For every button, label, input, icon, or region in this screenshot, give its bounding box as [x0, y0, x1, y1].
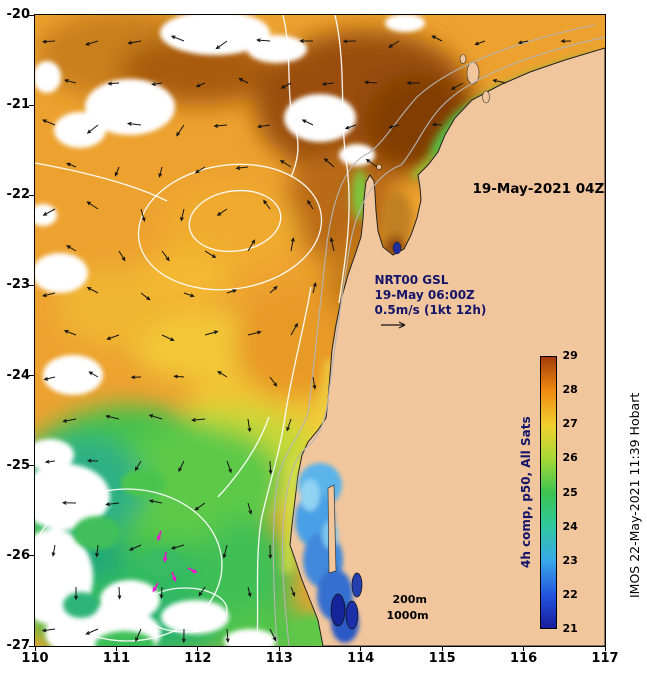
vector-scale-text: 0.5m/s (1kt 12h) — [374, 302, 487, 317]
isobath-contours — [272, 23, 605, 646]
colorbar-tick: 28 — [562, 383, 578, 397]
y-axis-tickmark — [29, 284, 34, 286]
timestamp-label: 19-May-2021 04Z — [472, 180, 605, 197]
model-time: 19-May 06:00Z — [374, 287, 475, 302]
x-axis-tick: 112 — [184, 651, 212, 666]
y-axis-tick: -22 — [6, 187, 31, 203]
colorbar-tick: 26 — [562, 451, 578, 465]
colorbar-tick: 27 — [562, 417, 578, 431]
x-axis-tick: 116 — [509, 651, 538, 666]
colorbar-tick: 29 — [562, 349, 578, 362]
colorbar-tick: 24 — [562, 519, 578, 533]
depth-label-1000m: 1000m — [386, 608, 429, 622]
y-axis-tick: -20 — [6, 7, 31, 22]
y-axis-tick: -25 — [6, 457, 31, 473]
x-axis-tickmark — [278, 646, 280, 651]
y-axis-tickmark — [29, 14, 34, 16]
x-axis-tick: 114 — [347, 651, 375, 666]
shark-bay-water — [294, 241, 401, 643]
x-axis-tickmark — [604, 646, 606, 651]
y-axis-tick: -24 — [6, 367, 31, 383]
colorbar-tick: 23 — [562, 553, 578, 567]
x-axis-tickmark — [115, 646, 117, 651]
x-axis-tick: 111 — [102, 651, 130, 666]
sst-map — [34, 14, 605, 646]
land-mass — [288, 46, 605, 646]
y-axis-tick: -23 — [6, 277, 31, 293]
x-axis-tickmark — [441, 646, 443, 651]
colorbar-tick: 22 — [562, 587, 578, 601]
colorbar-tick: 21 — [562, 622, 578, 635]
peron-peninsula — [327, 483, 336, 573]
x-axis-tickmark — [197, 646, 199, 651]
depth-label-200m: 200m — [392, 592, 427, 606]
y-axis-tickmark — [29, 104, 34, 106]
y-axis-tickmark — [29, 645, 34, 647]
y-axis-tick: -27 — [6, 638, 31, 653]
y-axis-tick: -21 — [6, 97, 31, 113]
y-axis-tickmark — [29, 555, 34, 557]
y-axis-tickmark — [29, 375, 34, 377]
plot-area: 19-May-2021 04Z NRT00 GSL 19-May 06:00Z … — [33, 13, 606, 647]
x-axis-tickmark — [34, 646, 36, 651]
islands — [375, 53, 490, 170]
x-axis-tick: 113 — [265, 651, 293, 666]
credit-text: IMOS 22-May-2021 11:39 Hobart — [627, 392, 642, 598]
colorbar-bar — [539, 355, 557, 629]
y-axis-tickmark — [29, 465, 34, 467]
y-axis-tick: -26 — [6, 547, 31, 563]
colorbar-label: 4h comp, p50, All Sats — [518, 416, 533, 568]
colorbar-tick: 25 — [562, 485, 578, 499]
cloud-gap-sst-patches — [62, 468, 183, 646]
current-vectors — [41, 34, 571, 643]
x-axis-tickmark — [360, 646, 362, 651]
vector-scale-arrow-icon — [380, 320, 405, 329]
x-axis-tick: 110 — [21, 651, 49, 666]
x-axis-tick: 117 — [591, 651, 619, 666]
ssh-contours — [34, 14, 350, 646]
x-axis-tickmark — [523, 646, 525, 651]
y-axis-tickmark — [29, 194, 34, 196]
x-axis-tick: 115 — [428, 651, 456, 666]
drifter-markers — [152, 530, 198, 592]
colorbar: 4h comp, p50, All Sats 29 28 27 26 25 24 23 22 2… — [519, 349, 610, 635]
model-name: NRT00 GSL — [374, 272, 449, 287]
model-info-label: NRT00 GSL 19-May 06:00Z 0.5m/s (1kt 12h) — [375, 273, 487, 318]
